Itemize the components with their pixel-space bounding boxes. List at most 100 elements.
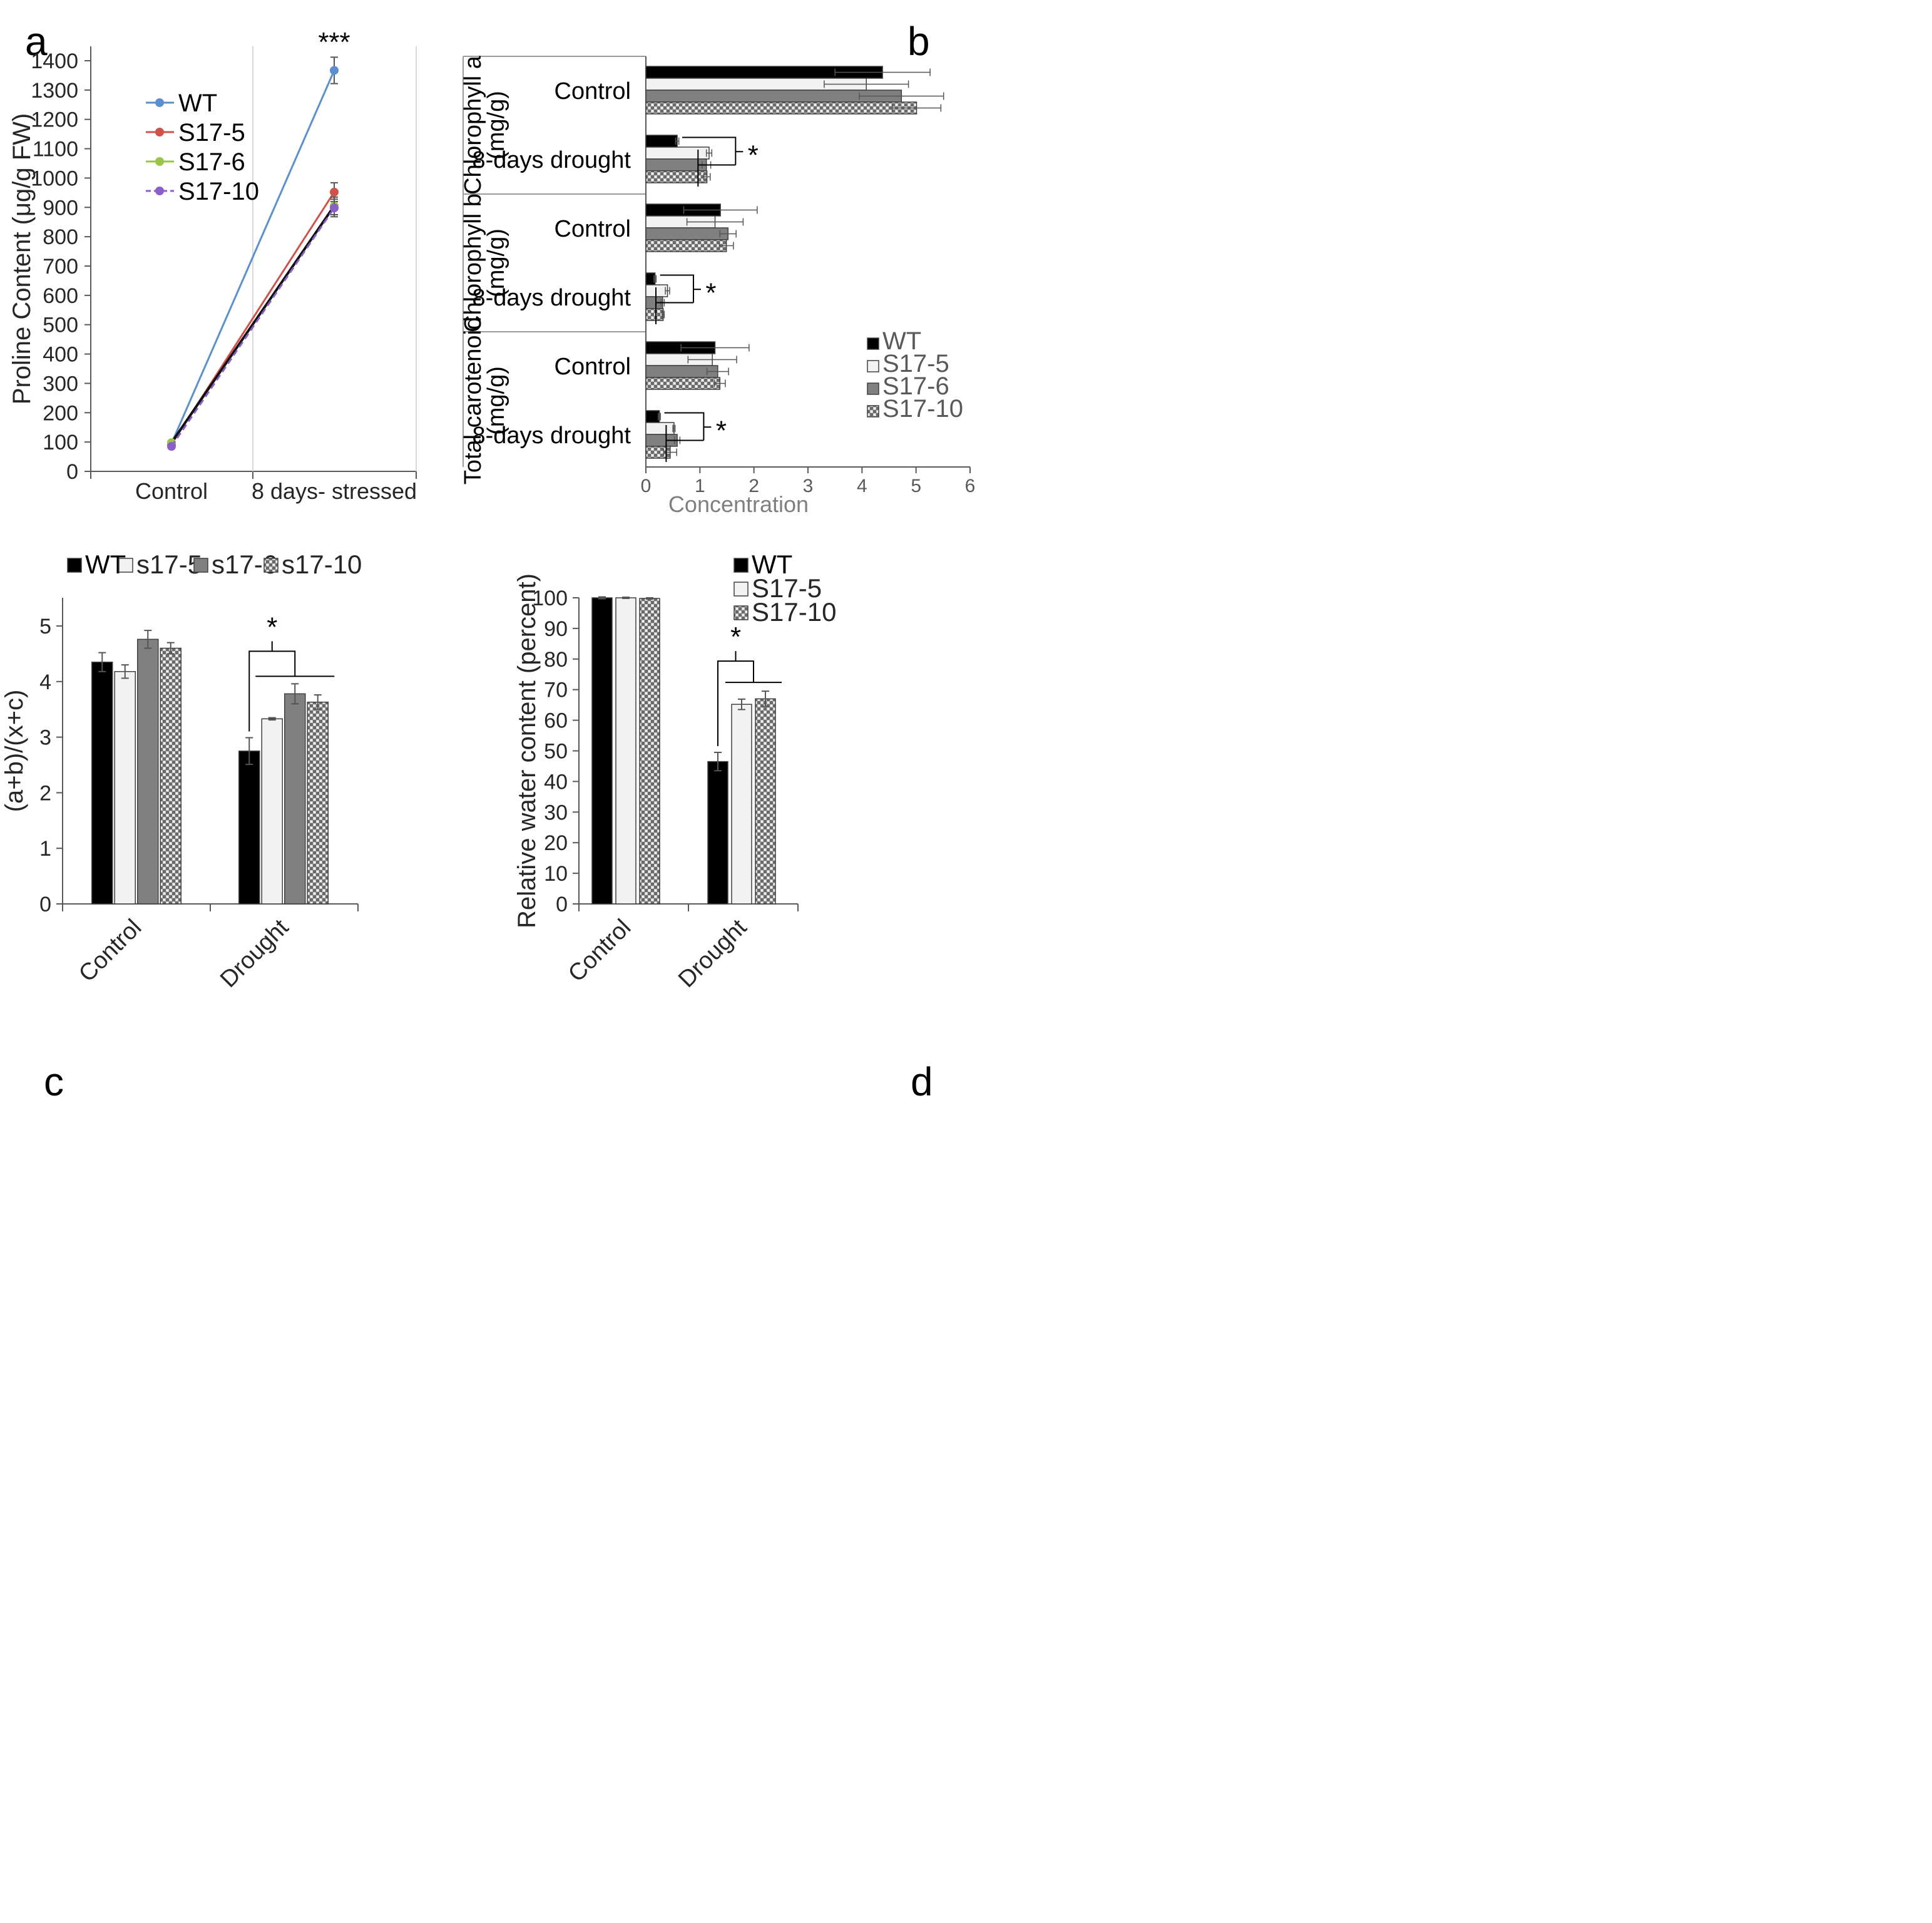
significance-marker: * xyxy=(748,140,759,170)
y-tick-label: 40 xyxy=(544,770,568,794)
significance-marker: * xyxy=(705,277,716,308)
legend-label: S17-10 xyxy=(178,178,259,205)
legend-marker xyxy=(155,157,164,166)
y-tick-label: 80 xyxy=(544,648,568,672)
legend-marker xyxy=(155,98,164,107)
group-label-unit: (mg/g) xyxy=(483,228,509,297)
y-tick-label: 1200 xyxy=(31,108,78,132)
legend-swatch xyxy=(867,382,879,395)
legend-label: s17-5 xyxy=(136,550,202,579)
y-tick-label: 90 xyxy=(544,617,568,641)
legend-label: WT xyxy=(882,327,921,355)
y-tick-label: 1300 xyxy=(31,79,78,103)
significance-marker: *** xyxy=(318,27,350,58)
y-tick-label: 2 xyxy=(39,781,51,805)
y-axis-title: Relative water content (percent) xyxy=(513,573,541,928)
y-tick-label: 70 xyxy=(544,679,568,702)
legend-swatch xyxy=(263,558,279,573)
legend-swatch xyxy=(118,558,133,573)
bar-s17-10 xyxy=(645,377,721,390)
x-tick-label: 6 xyxy=(965,476,976,496)
panel-label-c: c xyxy=(44,1059,64,1104)
panel-label-d: d xyxy=(911,1059,933,1104)
y-tick-label: 1100 xyxy=(33,138,78,162)
panel-label-b: b xyxy=(907,19,930,64)
series-line-s17-10 xyxy=(170,207,335,448)
legend-marker xyxy=(155,128,164,136)
bar-s17-5 xyxy=(645,422,675,435)
x-tick-label: 5 xyxy=(911,476,921,496)
bar-s17-6 xyxy=(645,227,728,240)
proline-line-chart: 0 100 200 300 400 500 600 700 800 900 1000 1100 1200… xyxy=(8,27,417,504)
y-tick-label: 50 xyxy=(544,740,568,764)
x-tick-label: Control xyxy=(563,915,636,987)
bar-s17-5 xyxy=(645,284,668,297)
bar-s17-5 xyxy=(261,718,283,905)
bar-wt xyxy=(645,135,678,148)
data-point xyxy=(330,187,339,197)
bar-wt xyxy=(591,597,613,905)
legend-swatch xyxy=(733,582,749,597)
legend-label: S17-6 xyxy=(178,148,245,176)
legend-label: WT xyxy=(178,90,217,117)
data-point xyxy=(330,203,339,213)
y-tick-label: 4 xyxy=(39,670,51,694)
y-tick-label: 200 xyxy=(43,401,78,425)
bar-s17-6 xyxy=(645,158,707,172)
legend-label: S17-10 xyxy=(752,597,836,627)
series-line-wt xyxy=(170,69,335,444)
x-tick-label: 4 xyxy=(857,476,867,496)
x-tick-label: Control xyxy=(135,478,208,504)
x-axis-title: Concentration xyxy=(668,491,809,517)
bar-wt xyxy=(645,410,660,423)
significance-marker: * xyxy=(716,415,727,446)
bar-wt xyxy=(91,661,113,905)
x-tick-label: 3 xyxy=(803,476,814,496)
legend-swatch xyxy=(193,558,208,573)
y-tick-label: 800 xyxy=(43,225,78,249)
y-tick-label: 100 xyxy=(532,587,568,610)
legend-label: S17-6 xyxy=(882,372,949,400)
significance-marker: * xyxy=(267,612,277,642)
y-tick-label: 5 xyxy=(39,615,51,638)
sig-bracket xyxy=(664,412,705,441)
x-tick-label: 1 xyxy=(695,476,705,496)
y-tick-label: 0 xyxy=(39,893,51,916)
series-line-s17-6 xyxy=(170,205,335,444)
bar-s17-10 xyxy=(645,308,664,321)
x-tick-label: Drought xyxy=(673,914,752,993)
legend-label: S17-5 xyxy=(752,573,822,603)
y-tick-label: 500 xyxy=(43,314,78,337)
bar-s17-6 xyxy=(284,693,306,905)
group-label: Chlorophyll a xyxy=(460,55,486,195)
bar-wt xyxy=(238,751,260,905)
sig-bracket xyxy=(660,274,694,303)
legend-swatch xyxy=(733,558,749,573)
bar-s17-10 xyxy=(645,101,917,115)
y-tick-label: 1000 xyxy=(31,167,78,190)
y-tick-label: 700 xyxy=(43,255,78,279)
bar-s17-10 xyxy=(645,239,727,252)
y-tick-label: 100 xyxy=(43,431,78,454)
bar-s17-6 xyxy=(137,638,159,905)
bar-s17-10 xyxy=(639,598,660,905)
subgroup-label: Control xyxy=(555,216,631,242)
x-tick-label: Drought xyxy=(215,914,294,993)
significance-marker: * xyxy=(730,622,741,652)
y-tick-label: 3 xyxy=(39,726,51,750)
legend-label: S17-10 xyxy=(882,395,963,423)
y-tick-label: 300 xyxy=(43,372,78,396)
bar-s17-10 xyxy=(755,698,776,905)
subgroup-label: Control xyxy=(555,78,631,105)
legend-swatch xyxy=(67,558,82,573)
group-label: Chlorophyll b xyxy=(460,193,486,332)
subgroup-label: 8-days drought xyxy=(473,147,631,173)
y-tick-label: 0 xyxy=(66,460,78,484)
x-tick-label: 2 xyxy=(749,476,759,496)
subgroup-label: Control xyxy=(555,354,631,380)
data-point xyxy=(330,66,339,75)
legend-label: S17-5 xyxy=(178,119,245,146)
y-tick-label: 10 xyxy=(544,862,568,886)
